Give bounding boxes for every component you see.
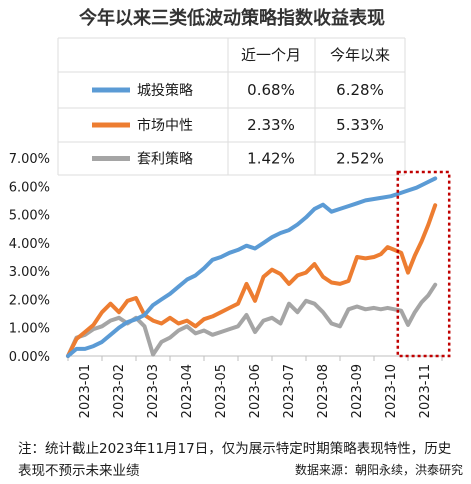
- data-source: 数据来源：朝阳永续，洪泰研究: [294, 463, 463, 477]
- axes: 0.00% 1.00% 2.00% 3.00% 4.00% 5.00% 6.00% 7.00%…: [9, 152, 443, 418]
- x-tick-label: 2023-10: [384, 364, 399, 418]
- x-tick-label: 2023-04: [180, 364, 195, 418]
- x-tick-label: 2023-11: [418, 364, 433, 418]
- x-tick-label: 2023-06: [248, 364, 263, 418]
- legend-label: 城投策略: [137, 82, 193, 99]
- x-tick-label: 2023-02: [112, 364, 127, 418]
- series-line: [66, 176, 438, 358]
- table-cell-ytd: 5.33%: [336, 116, 384, 134]
- table-cell-one-month: 0.68%: [247, 81, 295, 99]
- y-tick-label: 7.00%: [9, 152, 50, 167]
- table-header-ytd: 今年以来: [330, 46, 390, 64]
- y-tick-label: 2.00%: [9, 293, 50, 308]
- x-tick-label: 2023-03: [146, 364, 161, 418]
- series: [66, 176, 438, 358]
- annotations: [396, 170, 451, 358]
- table-cell-one-month: 1.42%: [247, 150, 295, 168]
- series-line: [66, 203, 438, 358]
- y-tick-label: 1.00%: [9, 322, 50, 337]
- highlight-box: [396, 170, 451, 358]
- y-tick-label: 4.00%: [9, 237, 50, 252]
- x-tick-label: 2023-05: [214, 364, 229, 418]
- chart-title: 今年以来三类低波动策略指数收益表现: [79, 7, 385, 29]
- y-tick-label: 0.00%: [9, 350, 50, 365]
- x-tick-label: 2023-09: [350, 364, 365, 418]
- table-header-one-month: 近一个月: [241, 46, 301, 64]
- y-tick-label: 6.00%: [9, 180, 50, 195]
- y-tick-label: 5.00%: [9, 209, 50, 224]
- table-cell-ytd: 6.28%: [336, 81, 384, 99]
- y-tick-label: 3.00%: [9, 265, 50, 280]
- table-cell-one-month: 2.33%: [247, 116, 295, 134]
- x-tick-label: 2023-01: [78, 364, 93, 418]
- legend-label: 市场中性: [137, 117, 193, 134]
- legend-label: 套利策略: [137, 151, 193, 168]
- x-tick-label: 2023-07: [282, 364, 297, 418]
- footnote: 注：统计截止2023年11月17日，仅为展示特定时期策略表现特性，历史表现不预示…: [18, 441, 452, 479]
- x-tick-label: 2023-08: [316, 364, 331, 418]
- table-cell-ytd: 2.52%: [336, 150, 384, 168]
